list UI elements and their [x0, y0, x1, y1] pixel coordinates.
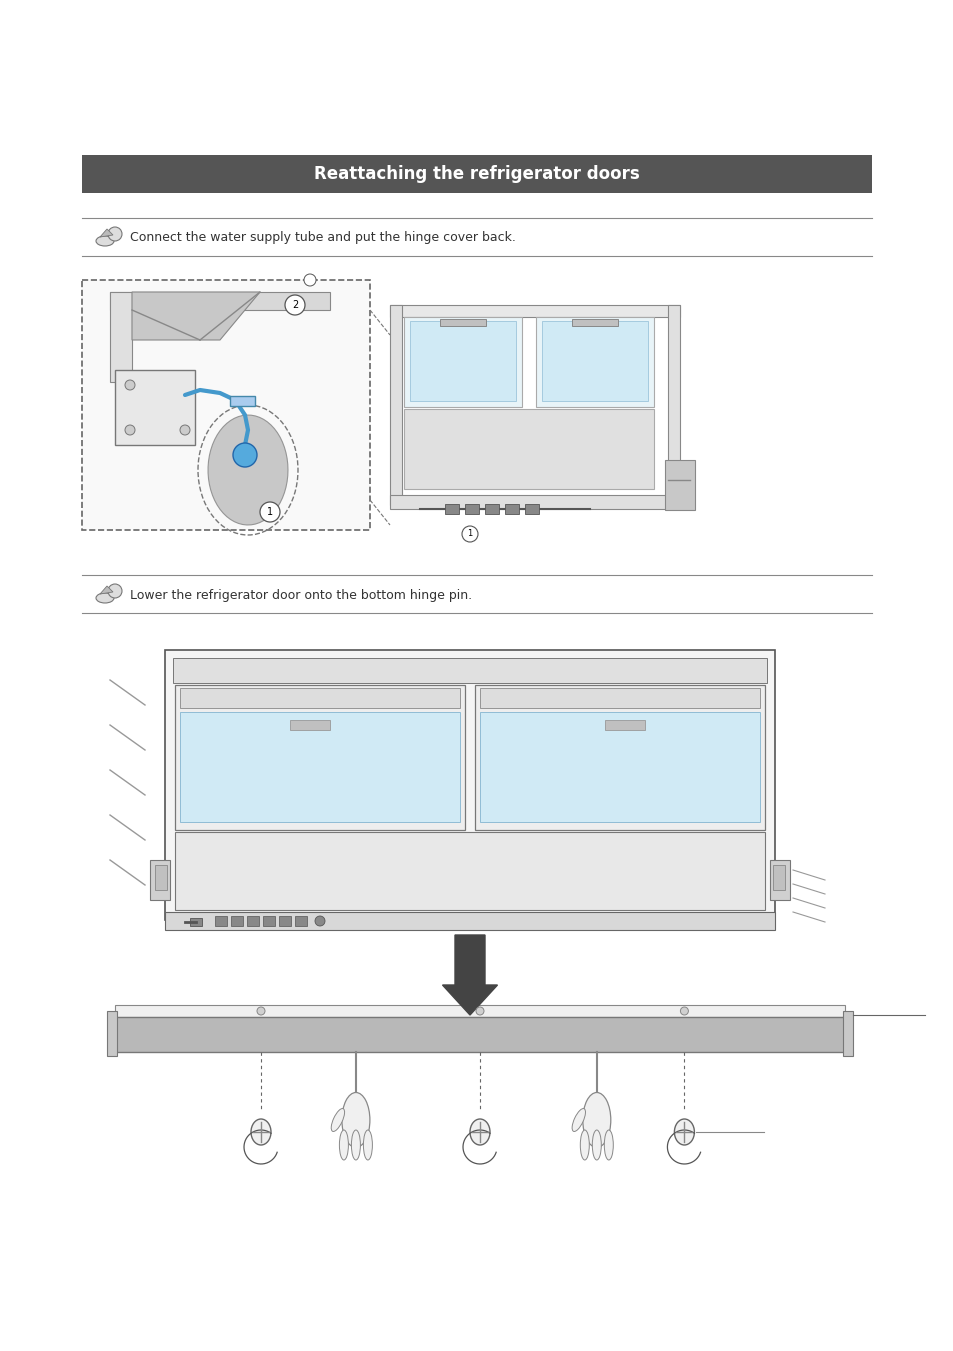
FancyBboxPatch shape [464, 504, 478, 513]
Circle shape [256, 1006, 265, 1015]
FancyBboxPatch shape [667, 305, 679, 505]
Ellipse shape [339, 1129, 348, 1161]
Ellipse shape [363, 1129, 372, 1161]
FancyBboxPatch shape [115, 370, 194, 444]
FancyBboxPatch shape [180, 688, 459, 708]
FancyBboxPatch shape [231, 916, 243, 925]
FancyBboxPatch shape [214, 916, 227, 925]
Polygon shape [132, 292, 260, 340]
FancyBboxPatch shape [290, 720, 330, 730]
Ellipse shape [96, 236, 113, 246]
FancyBboxPatch shape [479, 712, 760, 821]
FancyBboxPatch shape [82, 280, 370, 530]
FancyBboxPatch shape [769, 861, 789, 900]
Circle shape [125, 380, 135, 390]
Ellipse shape [96, 593, 113, 603]
FancyBboxPatch shape [504, 504, 518, 513]
Circle shape [285, 295, 305, 315]
FancyBboxPatch shape [110, 292, 330, 309]
Polygon shape [208, 415, 288, 526]
Circle shape [679, 1006, 688, 1015]
FancyBboxPatch shape [664, 459, 695, 509]
Circle shape [125, 426, 135, 435]
FancyBboxPatch shape [479, 688, 760, 708]
Ellipse shape [579, 1129, 589, 1161]
Ellipse shape [592, 1129, 600, 1161]
FancyBboxPatch shape [82, 155, 871, 193]
Text: Reattaching the refrigerator doors: Reattaching the refrigerator doors [314, 165, 639, 182]
Ellipse shape [674, 1119, 694, 1146]
FancyBboxPatch shape [536, 317, 654, 407]
FancyBboxPatch shape [842, 1011, 852, 1056]
FancyBboxPatch shape [524, 504, 538, 513]
Circle shape [461, 526, 477, 542]
Circle shape [108, 227, 122, 240]
Ellipse shape [251, 1119, 271, 1146]
Polygon shape [100, 586, 112, 594]
Text: 2: 2 [292, 300, 297, 309]
FancyBboxPatch shape [154, 865, 167, 890]
FancyBboxPatch shape [278, 916, 291, 925]
FancyBboxPatch shape [604, 720, 644, 730]
FancyBboxPatch shape [190, 917, 202, 925]
FancyBboxPatch shape [294, 916, 307, 925]
Ellipse shape [331, 1109, 344, 1132]
Circle shape [108, 584, 122, 598]
Ellipse shape [341, 1093, 370, 1147]
Circle shape [233, 443, 256, 467]
FancyBboxPatch shape [410, 322, 516, 401]
FancyBboxPatch shape [107, 1011, 117, 1056]
Polygon shape [100, 230, 112, 236]
FancyBboxPatch shape [150, 861, 170, 900]
FancyBboxPatch shape [263, 916, 274, 925]
FancyBboxPatch shape [172, 658, 766, 684]
FancyBboxPatch shape [180, 712, 459, 821]
FancyBboxPatch shape [572, 319, 618, 326]
Circle shape [314, 916, 325, 925]
FancyBboxPatch shape [174, 685, 464, 830]
FancyBboxPatch shape [115, 1017, 844, 1052]
FancyBboxPatch shape [230, 396, 254, 407]
FancyBboxPatch shape [439, 319, 485, 326]
Circle shape [304, 274, 315, 286]
Ellipse shape [470, 1119, 490, 1146]
FancyBboxPatch shape [247, 916, 258, 925]
FancyBboxPatch shape [165, 912, 774, 929]
Ellipse shape [603, 1129, 613, 1161]
FancyBboxPatch shape [475, 685, 764, 830]
Text: Connect the water supply tube and put the hinge cover back.: Connect the water supply tube and put th… [130, 231, 516, 245]
FancyBboxPatch shape [390, 494, 679, 509]
FancyBboxPatch shape [403, 317, 521, 407]
Circle shape [180, 426, 190, 435]
FancyBboxPatch shape [772, 865, 784, 890]
FancyBboxPatch shape [115, 1005, 844, 1017]
FancyArrow shape [442, 935, 497, 1015]
FancyBboxPatch shape [390, 305, 401, 505]
FancyBboxPatch shape [110, 292, 132, 382]
Ellipse shape [582, 1093, 610, 1147]
Circle shape [476, 1006, 483, 1015]
FancyBboxPatch shape [484, 504, 498, 513]
FancyBboxPatch shape [174, 832, 764, 911]
Text: Lower the refrigerator door onto the bottom hinge pin.: Lower the refrigerator door onto the bot… [130, 589, 472, 601]
Circle shape [260, 503, 280, 521]
Text: 1: 1 [467, 530, 472, 539]
FancyBboxPatch shape [403, 409, 654, 489]
Ellipse shape [572, 1109, 585, 1132]
Ellipse shape [351, 1129, 360, 1161]
FancyBboxPatch shape [165, 650, 774, 920]
FancyBboxPatch shape [390, 305, 679, 317]
FancyBboxPatch shape [444, 504, 458, 513]
Text: 1: 1 [267, 507, 273, 517]
FancyBboxPatch shape [541, 322, 647, 401]
